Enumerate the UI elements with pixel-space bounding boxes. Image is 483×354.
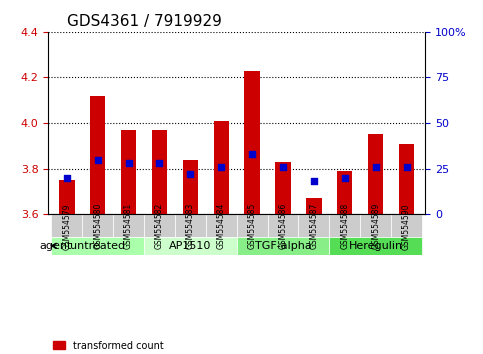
Text: GSM554585: GSM554585 — [248, 203, 256, 250]
FancyBboxPatch shape — [144, 214, 175, 236]
Text: GSM554582: GSM554582 — [155, 203, 164, 250]
FancyBboxPatch shape — [360, 214, 391, 236]
Point — [279, 164, 287, 170]
Point — [248, 151, 256, 157]
FancyBboxPatch shape — [268, 214, 298, 236]
FancyBboxPatch shape — [113, 214, 144, 236]
Text: agent: agent — [39, 241, 71, 251]
Bar — [399, 144, 414, 214]
Text: untreated: untreated — [70, 241, 125, 251]
Bar — [368, 135, 384, 214]
Text: GDS4361 / 7919929: GDS4361 / 7919929 — [67, 14, 222, 29]
FancyBboxPatch shape — [51, 236, 144, 255]
FancyBboxPatch shape — [329, 236, 422, 255]
Text: Heregulin: Heregulin — [349, 241, 403, 251]
FancyBboxPatch shape — [298, 214, 329, 236]
Text: GSM554581: GSM554581 — [124, 203, 133, 250]
FancyBboxPatch shape — [391, 214, 422, 236]
FancyBboxPatch shape — [144, 236, 237, 255]
Text: GSM554590: GSM554590 — [402, 203, 411, 250]
Text: GSM554580: GSM554580 — [93, 203, 102, 250]
Point — [125, 160, 132, 166]
FancyBboxPatch shape — [175, 214, 206, 236]
Text: GSM554587: GSM554587 — [310, 203, 318, 250]
Point — [94, 157, 101, 162]
FancyBboxPatch shape — [51, 214, 82, 236]
Point — [156, 160, 163, 166]
Bar — [90, 96, 105, 214]
Bar — [152, 130, 167, 214]
Text: GSM554583: GSM554583 — [186, 203, 195, 250]
FancyBboxPatch shape — [237, 214, 268, 236]
FancyBboxPatch shape — [206, 214, 237, 236]
Point — [341, 175, 349, 181]
Bar — [213, 121, 229, 214]
Bar — [121, 130, 136, 214]
Text: GSM554579: GSM554579 — [62, 203, 71, 250]
Text: GSM554588: GSM554588 — [340, 203, 349, 250]
Text: TGF-alpha: TGF-alpha — [255, 241, 312, 251]
FancyBboxPatch shape — [329, 214, 360, 236]
Bar — [337, 171, 353, 214]
Point — [217, 164, 225, 170]
Point — [63, 175, 71, 181]
FancyBboxPatch shape — [82, 214, 113, 236]
Text: AP1510: AP1510 — [169, 241, 212, 251]
Text: GSM554584: GSM554584 — [217, 203, 226, 250]
Bar — [306, 198, 322, 214]
Point — [372, 164, 380, 170]
Point — [310, 179, 318, 184]
Bar — [244, 71, 260, 214]
Bar — [275, 162, 291, 214]
Bar — [183, 160, 198, 214]
Bar — [59, 180, 74, 214]
Point — [186, 171, 194, 177]
Point — [403, 164, 411, 170]
Legend: transformed count, percentile rank within the sample: transformed count, percentile rank withi… — [53, 341, 238, 354]
Text: GSM554586: GSM554586 — [279, 203, 287, 250]
Text: GSM554589: GSM554589 — [371, 203, 380, 250]
FancyBboxPatch shape — [237, 236, 329, 255]
